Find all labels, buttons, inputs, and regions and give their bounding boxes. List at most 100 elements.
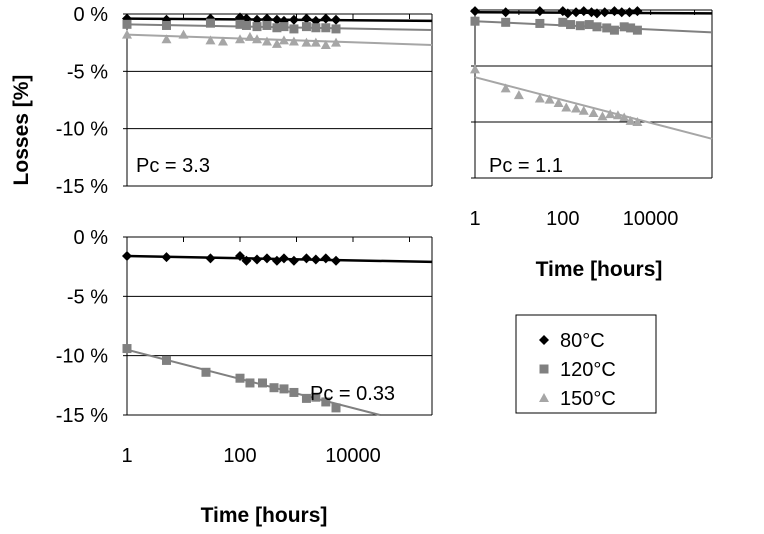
- data-point: [272, 23, 282, 33]
- y-tick-label: -15 %: [56, 405, 108, 427]
- data-point: [632, 6, 643, 17]
- y-axis-title: Losses [%]: [10, 75, 33, 186]
- x-tick-label: 1: [121, 445, 132, 467]
- data-point: [534, 93, 545, 103]
- triangle-marker-icon: [539, 393, 549, 402]
- pc-annotation: Pc = 3.3: [136, 155, 210, 177]
- x-axis-title-bottom: Time [hours]: [201, 504, 328, 527]
- data-point: [201, 367, 211, 377]
- data-point: [262, 20, 272, 30]
- data-point: [597, 111, 608, 121]
- data-point: [588, 108, 599, 118]
- data-point: [261, 36, 272, 46]
- data-point: [288, 14, 299, 25]
- data-point: [178, 29, 189, 39]
- x-tick-label: 100: [223, 445, 256, 467]
- trend-line: [474, 76, 713, 140]
- x-tick-label: 10000: [623, 208, 679, 230]
- legend: 80°C 120°C 150°C: [515, 314, 657, 414]
- data-point: [289, 24, 299, 34]
- data-point: [321, 23, 331, 33]
- data-point: [513, 90, 524, 100]
- data-point: [625, 115, 636, 125]
- data-point: [235, 19, 245, 29]
- data-point: [301, 393, 311, 403]
- data-point: [566, 20, 576, 30]
- panel-top-left: 0 % -5 % -10 % -15 % Pc = 3.3: [56, 4, 433, 198]
- data-point: [245, 378, 255, 388]
- data-point: [609, 6, 620, 17]
- data-point: [619, 112, 630, 122]
- data-point: [241, 20, 251, 30]
- data-point: [261, 253, 272, 264]
- data-point: [331, 403, 341, 413]
- data-point: [558, 17, 568, 27]
- data-point: [534, 6, 545, 17]
- y-tick-label: -10 %: [56, 346, 108, 368]
- series-80°C: [470, 6, 713, 19]
- data-point: [241, 255, 252, 266]
- data-point: [557, 6, 568, 17]
- data-point: [271, 14, 282, 25]
- data-point: [311, 23, 321, 33]
- data-point: [252, 254, 263, 265]
- data-point: [602, 23, 612, 33]
- data-point: [320, 13, 331, 24]
- data-point: [289, 387, 299, 397]
- data-point: [161, 20, 171, 30]
- data-point: [578, 105, 589, 115]
- data-point: [500, 7, 511, 18]
- data-point: [632, 25, 642, 35]
- data-point: [122, 344, 132, 354]
- data-point: [624, 7, 635, 18]
- data-point: [321, 397, 331, 407]
- x-tick-label: 1: [469, 208, 480, 230]
- y-tick-label: -10 %: [56, 119, 108, 141]
- data-point: [578, 6, 589, 17]
- legend-entry: 150°C: [539, 388, 616, 410]
- data-point: [584, 20, 594, 30]
- data-point: [599, 7, 610, 18]
- data-point: [310, 254, 321, 265]
- data-point: [562, 8, 573, 19]
- data-point: [301, 253, 312, 264]
- legend-entry: 80°C: [539, 330, 605, 352]
- series-120°C: [470, 16, 713, 35]
- data-point: [571, 7, 582, 18]
- data-point: [161, 355, 171, 365]
- pc-annotation: Pc = 0.33: [310, 383, 395, 405]
- data-point: [553, 97, 564, 107]
- data-point: [612, 110, 623, 120]
- data-point: [331, 14, 342, 25]
- y-tick-label: -5 %: [67, 286, 108, 308]
- trend-line: [126, 33, 433, 46]
- data-point: [320, 253, 331, 264]
- legend-box: [515, 314, 657, 414]
- y-tick-label: -5 %: [67, 61, 108, 83]
- data-point: [288, 255, 299, 266]
- data-point: [605, 109, 616, 119]
- data-point: [244, 31, 255, 41]
- panel-top-right: 1 100 10000 Pc = 1.1: [469, 6, 713, 230]
- series-150°C: [122, 29, 433, 49]
- legend-entry: 120°C: [539, 359, 616, 381]
- y-tick-label: -15 %: [56, 176, 108, 198]
- data-point: [609, 25, 619, 35]
- data-point: [500, 83, 511, 93]
- data-point: [235, 250, 246, 261]
- legend-label: 150°C: [560, 388, 616, 410]
- data-point: [535, 18, 545, 28]
- y-tick-label: 0 %: [74, 4, 109, 26]
- data-point: [205, 35, 216, 45]
- data-point: [501, 17, 511, 27]
- data-point: [217, 36, 228, 46]
- panel-bottom-left: 0 % -5 % -10 % -15 % 1 100 10000 Pc = 0.33: [56, 227, 433, 467]
- data-point: [310, 37, 321, 47]
- data-point: [288, 36, 299, 46]
- x-tick-label: 10000: [325, 445, 381, 467]
- data-point: [122, 29, 132, 39]
- data-point: [544, 94, 555, 104]
- data-point: [301, 13, 312, 24]
- data-point: [271, 38, 282, 48]
- data-point: [279, 22, 289, 32]
